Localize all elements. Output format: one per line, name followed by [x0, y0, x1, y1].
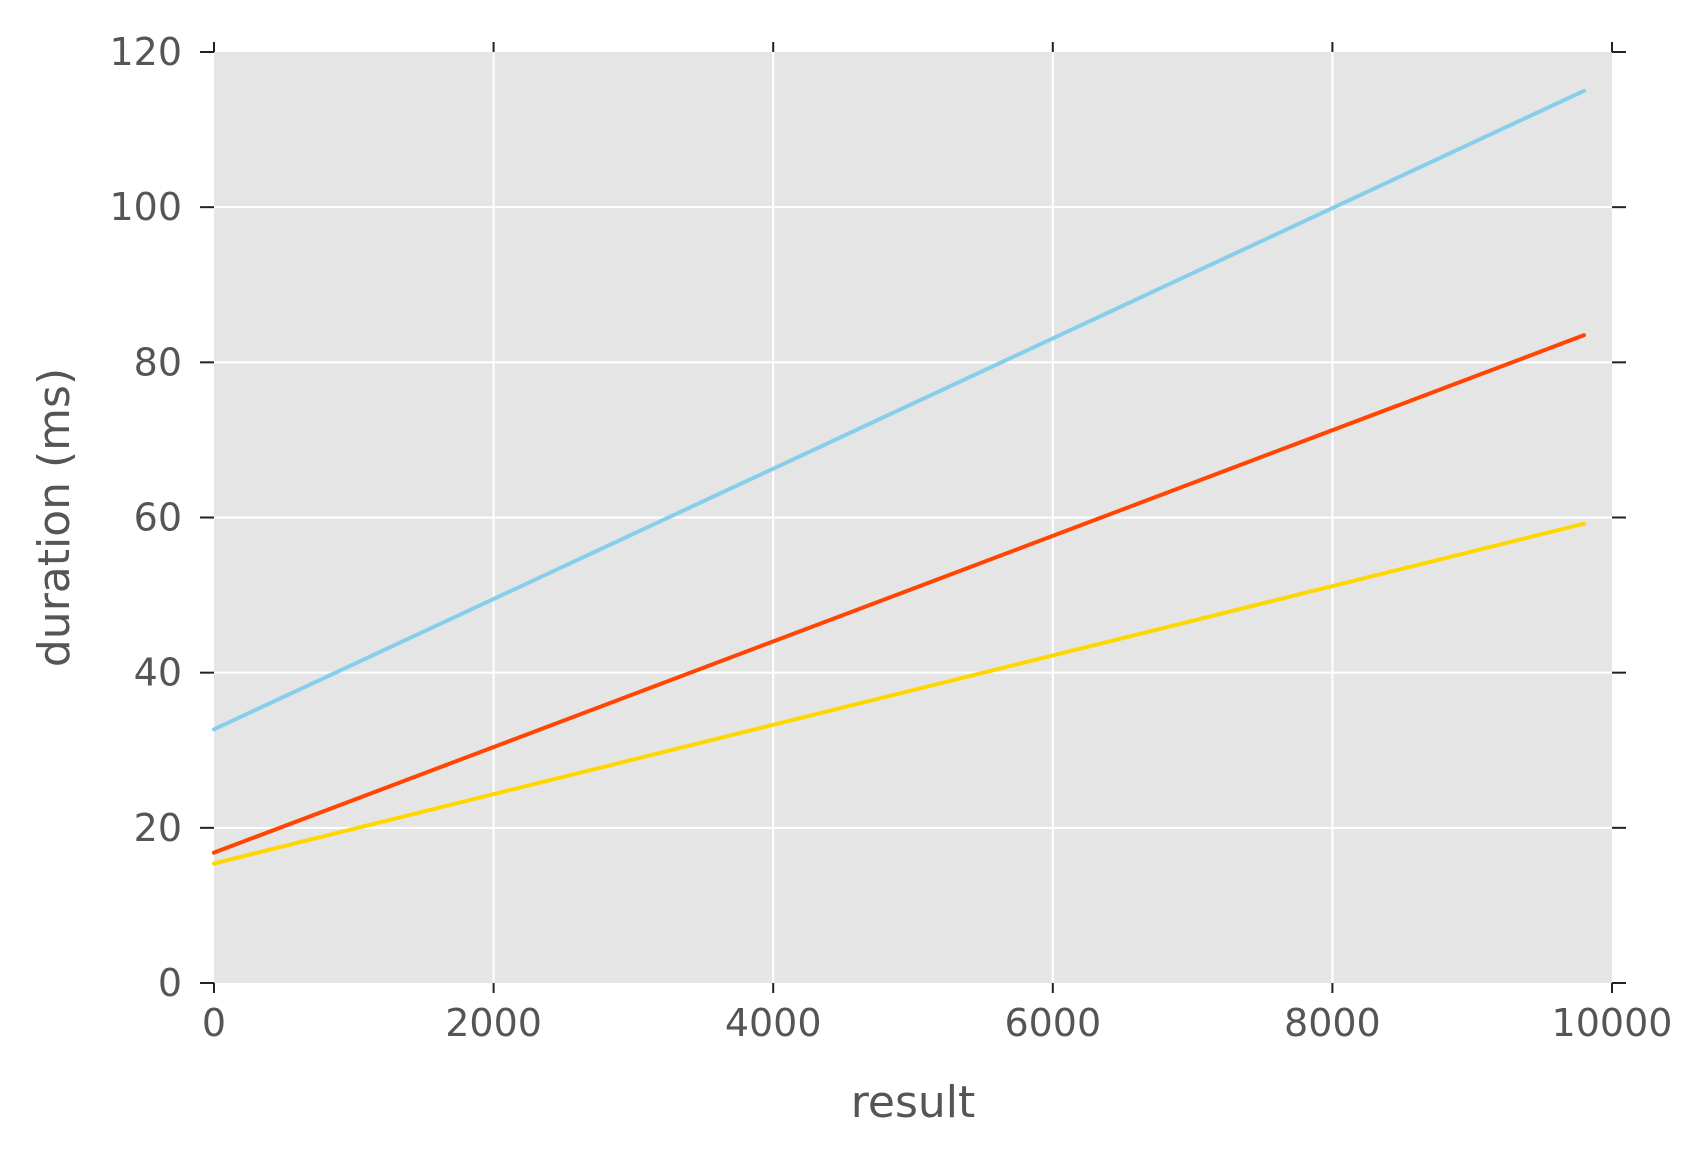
x-tick-label: 10000 — [1552, 1001, 1673, 1045]
y-tick-label: 60 — [134, 496, 182, 540]
x-tick-label: 8000 — [1284, 1001, 1381, 1045]
series-line-1 — [212, 88, 1587, 732]
series-line-3 — [212, 521, 1587, 866]
y-tick-label: 80 — [134, 340, 182, 384]
y-axis-label: duration (ms) — [29, 368, 80, 667]
x-axis-label: result — [851, 1077, 975, 1128]
x-tick-label: 0 — [202, 1001, 226, 1045]
y-tick-label: 20 — [134, 806, 182, 850]
y-tick-label: 40 — [134, 651, 182, 695]
x-tick-label: 4000 — [725, 1001, 822, 1045]
ticks — [200, 42, 1626, 993]
y-tick-label: 0 — [158, 961, 182, 1005]
x-tick-label: 2000 — [445, 1001, 542, 1045]
series-line-2 — [212, 333, 1587, 855]
y-tick-label: 120 — [109, 30, 182, 74]
tick-labels: 0 2000 4000 6000 8000 10000 0 20 40 60 80 100 120 — [109, 30, 1672, 1045]
series-group — [212, 88, 1587, 866]
y-tick-label: 100 — [109, 185, 182, 229]
x-tick-label: 6000 — [1004, 1001, 1101, 1045]
